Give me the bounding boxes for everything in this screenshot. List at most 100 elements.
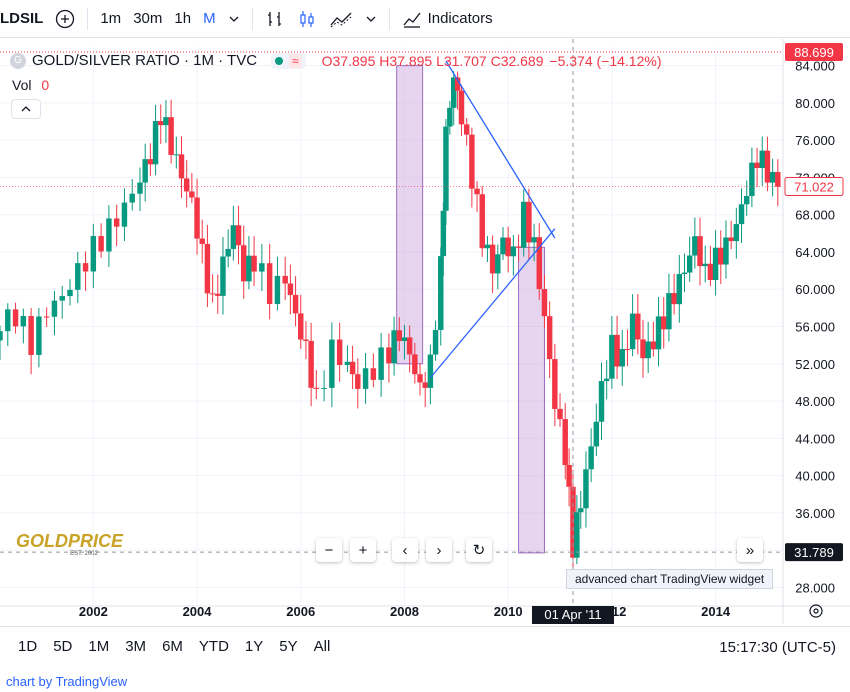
close-value: C32.689 [490, 52, 544, 69]
range-1y[interactable]: 1Y [244, 638, 264, 655]
range-6m[interactable]: 6M [162, 638, 183, 655]
candle-up [75, 263, 81, 290]
toolbar-divider [388, 7, 390, 30]
interval-1m[interactable]: 1m [94, 0, 127, 38]
candle-down [147, 159, 154, 165]
range-ytd[interactable]: YTD [198, 638, 229, 655]
scroll-right-button[interactable]: › [426, 538, 452, 562]
candle-up [378, 347, 384, 380]
interval-month[interactable]: M [197, 0, 222, 38]
interval-1h[interactable]: 1h [168, 0, 197, 38]
candle-up [598, 381, 605, 422]
price-tick-label: 52.000 [795, 357, 835, 372]
candle-style-button[interactable] [291, 0, 323, 38]
candle-down [183, 178, 190, 192]
candle-up [173, 154, 180, 156]
time-tick-label: 2006 [286, 604, 315, 619]
price-tick-label: 56.000 [795, 320, 835, 335]
candle-up [531, 237, 537, 243]
chart-area[interactable]: 84.00080.00076.00072.00068.00064.00060.0… [0, 39, 850, 624]
reset-chart-button[interactable]: ↻ [466, 538, 492, 562]
area-style-button[interactable] [323, 0, 359, 38]
minus-icon: − [324, 541, 334, 559]
candle-down [251, 255, 257, 272]
indicators-button[interactable]: Indicators [396, 0, 499, 38]
candle-down [697, 236, 703, 267]
price-tick-label: 68.000 [795, 208, 835, 223]
compare-button[interactable] [49, 0, 81, 38]
range-5y[interactable]: 5Y [279, 638, 298, 655]
interval-label: 30m [133, 10, 163, 27]
candle-down [158, 121, 164, 126]
candle-up [152, 121, 159, 165]
candle-up [259, 263, 265, 272]
candle-up [438, 256, 444, 330]
candle-up [495, 254, 501, 274]
candle-up [603, 378, 610, 382]
candle-up [274, 275, 281, 304]
candle-down [406, 337, 413, 355]
interval-dropdown[interactable] [222, 0, 246, 38]
candle-up [686, 255, 693, 273]
candle-down [349, 361, 356, 375]
price-tick-label: 44.000 [795, 431, 835, 446]
trendline [445, 60, 556, 239]
crosshair-time-tag-bg [531, 606, 614, 624]
plus-icon: + [358, 541, 368, 559]
candle-down [412, 354, 418, 375]
candle-down [718, 247, 724, 265]
candle-down [562, 419, 568, 465]
candle-down [189, 191, 195, 198]
range-all[interactable]: All [313, 638, 331, 655]
candle-up [5, 309, 11, 332]
range-1m[interactable]: 1M [88, 638, 110, 655]
candle-down [396, 330, 403, 341]
candle-up [401, 337, 408, 341]
reset-icon: ↻ [472, 542, 486, 559]
range-3m[interactable]: 3M [125, 638, 147, 655]
candle-down [168, 117, 174, 155]
zoom-out-button[interactable]: − [316, 538, 342, 562]
tooltip-text: advanced chart TradingView widget [575, 572, 765, 586]
indicators-label: Indicators [427, 10, 493, 27]
candle-up [427, 354, 434, 388]
candle-down [313, 387, 320, 389]
candle-up [738, 204, 745, 225]
collapse-legend-button[interactable] [11, 99, 41, 119]
market-open-icon [275, 56, 284, 65]
price-tick-label: 36.000 [795, 506, 835, 521]
candle-up [0, 331, 3, 341]
candle-up [588, 446, 594, 470]
attribution-link[interactable]: chart by TradingView [6, 674, 127, 689]
candle-up [106, 218, 112, 252]
candle-up [362, 368, 369, 389]
price-chart[interactable]: 84.00080.00076.00072.00068.00064.00060.0… [0, 39, 850, 624]
candle-down [775, 172, 781, 187]
scroll-left-button[interactable]: ‹ [392, 538, 418, 562]
candle-up [629, 313, 636, 350]
scroll-to-realtime-button[interactable]: » [737, 538, 763, 562]
zoom-in-button[interactable]: + [350, 538, 376, 562]
candle-down [546, 316, 553, 360]
candle-up [609, 334, 615, 379]
candle-down [474, 188, 480, 195]
interval-30m[interactable]: 30m [127, 0, 168, 38]
symbol-title: GOLD/SILVER RATIO · 1M · TVC [32, 52, 258, 69]
bar-style-button[interactable] [259, 0, 291, 38]
symbol-search[interactable]: LDSIL [0, 0, 49, 38]
candle-up [593, 421, 600, 447]
candle-up [749, 162, 755, 197]
candle-up [440, 210, 447, 257]
crosshair-price-tag: 31.789 [794, 545, 834, 560]
candle-up [769, 172, 776, 183]
volume-value: 0 [41, 77, 50, 93]
candles-icon [299, 10, 314, 27]
timezone-clock[interactable]: 15:17:30 (UTC-5) [719, 627, 836, 667]
double-chevron-right-icon: » [745, 541, 755, 559]
range-1d[interactable]: 1D [18, 638, 38, 655]
candle-up [676, 274, 683, 305]
range-5d[interactable]: 5D [53, 638, 73, 655]
chart-type-dropdown[interactable] [359, 0, 383, 38]
candle-up [225, 248, 231, 257]
candle-down [308, 340, 314, 388]
